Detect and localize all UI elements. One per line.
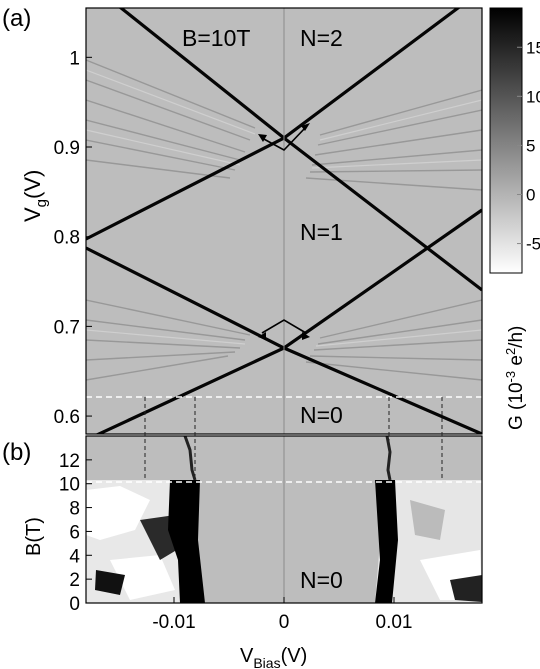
panel-b-xticks: -0.01 0 0.01 bbox=[152, 597, 412, 633]
annotation-n0-b: N=0 bbox=[300, 567, 343, 593]
panel-b-yticks: 0 2 4 68 10 12 bbox=[59, 451, 92, 615]
panel-a-ytick-label: 0.6 bbox=[54, 407, 80, 428]
panel-b-ytick-label: 6 bbox=[69, 522, 80, 543]
colorbar-ticks: 15 10 5 0 -5 bbox=[517, 38, 540, 254]
panel-a-ylabel: Vg(V) bbox=[20, 170, 50, 222]
annotation-b10t: B=10T bbox=[182, 25, 250, 51]
panel-b-ylabel: B(T) bbox=[23, 517, 45, 556]
colorbar-tick-label: 10 bbox=[526, 87, 540, 106]
panel-b-xtick-label: 0.01 bbox=[376, 612, 413, 633]
annotation-n2: N=2 bbox=[300, 25, 343, 51]
panel-b-ytick-label: 12 bbox=[59, 451, 80, 472]
panel-label-a: (a) bbox=[2, 5, 31, 32]
colorbar-tick-label: 0 bbox=[526, 185, 535, 204]
colorbar-label: G (10-3 e2/h) bbox=[503, 326, 527, 430]
panel-b-ytick-label: 8 bbox=[69, 499, 80, 520]
panel-b-ytick-label: 0 bbox=[69, 594, 80, 615]
panel-a-ytick-label: 0.9 bbox=[54, 138, 80, 159]
panel-a-yticks: 0.6 0.7 0.8 0.9 1 bbox=[54, 48, 92, 428]
panel-a-ytick-label: 1 bbox=[69, 48, 80, 69]
panel-a-features bbox=[86, 8, 482, 434]
panel-b-ytick-label: 4 bbox=[69, 546, 80, 567]
panel-a-ytick-label: 0.7 bbox=[54, 317, 80, 338]
panel-a-ytick-label: 0.8 bbox=[54, 228, 80, 249]
panel-b-xtick-label: 0 bbox=[279, 612, 290, 633]
colorbar-tick-label: -5 bbox=[526, 235, 540, 254]
colorbar bbox=[489, 7, 523, 274]
panel-b-xtick-label: -0.01 bbox=[152, 612, 195, 633]
panel-b-ytick-label: 10 bbox=[59, 475, 80, 496]
annotation-n0-a: N=0 bbox=[300, 402, 343, 428]
panel-b-features bbox=[86, 436, 482, 603]
panel-b-ytick-label: 2 bbox=[69, 570, 80, 591]
colorbar-tick-label: 15 bbox=[526, 38, 540, 57]
panel-label-b: (b) bbox=[2, 439, 31, 466]
annotation-n1: N=1 bbox=[300, 219, 343, 245]
panel-b-xlabel: VBias(V) bbox=[240, 645, 307, 669]
panel-a-texture bbox=[86, 59, 482, 381]
panel-a-arrows bbox=[261, 126, 307, 334]
colorbar-tick-label: 5 bbox=[526, 136, 535, 155]
